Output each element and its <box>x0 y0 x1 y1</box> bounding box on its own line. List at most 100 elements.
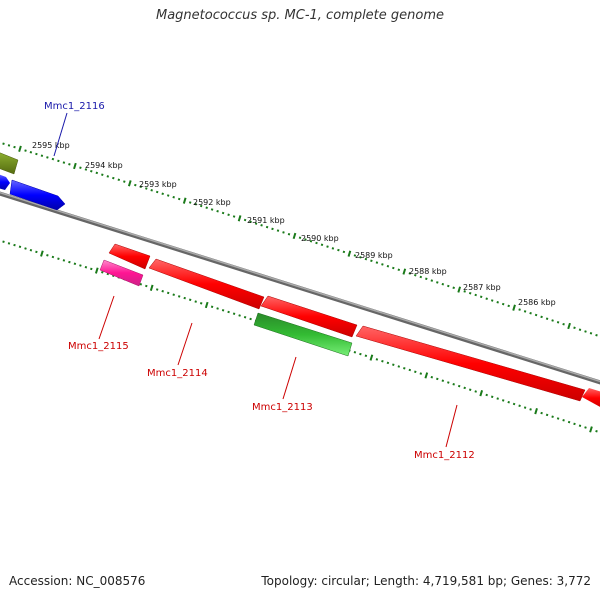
blue-gene-partial[interactable] <box>0 174 10 190</box>
ruler-major-tick <box>292 232 297 240</box>
ruler-minor-tick <box>463 386 466 390</box>
ruler-minor-tick <box>106 175 110 178</box>
ruler-minor-tick <box>419 275 423 279</box>
ruler-minor-tick <box>359 352 362 356</box>
ruler-minor-tick <box>177 295 181 298</box>
ruler-minor-tick <box>463 290 466 293</box>
ruler-minor-tick <box>254 222 258 225</box>
ruler-minor-tick <box>518 308 521 311</box>
ruler-minor-tick <box>375 358 379 361</box>
ruler-minor-tick <box>68 163 71 166</box>
ruler-minor-tick <box>13 243 16 247</box>
ruler-minor-tick <box>95 171 99 175</box>
ruler-minor-tick <box>507 304 510 308</box>
ruler-minor-tick <box>73 262 77 266</box>
ruler-minor-tick <box>166 194 170 197</box>
ruler-minor-tick <box>364 257 368 261</box>
ruler-major-tick <box>127 180 132 187</box>
gene-mmc1-2115-arrowhead[interactable] <box>108 243 151 270</box>
ruler-minor-tick <box>216 307 219 310</box>
ruler-minor-tick <box>79 264 82 267</box>
ruler-minor-tick <box>188 201 192 204</box>
ruler-major-tick <box>73 162 77 170</box>
ruler-minor-tick <box>249 220 252 224</box>
ruler-minor-tick <box>84 265 88 269</box>
ruler-minor-tick <box>282 231 285 234</box>
ruler-label-2592: 2592 kbp <box>193 198 231 207</box>
ruler-minor-tick <box>447 284 450 288</box>
ruler-minor-tick <box>523 406 527 409</box>
ruler-minor-tick <box>320 243 324 247</box>
ruler-minor-tick <box>507 400 510 404</box>
genome-backbone <box>0 191 600 385</box>
ruler-minor-tick <box>210 305 214 309</box>
gene-mmc1-2115[interactable] <box>99 259 144 287</box>
ruler-minor-tick <box>232 312 236 315</box>
ruler-minor-tick <box>188 298 192 302</box>
gene-label-mmc1-2116[interactable]: Mmc1_2116 <box>44 101 105 157</box>
ruler-minor-tick <box>468 388 472 391</box>
gene-mmc1-2113-green[interactable] <box>253 312 353 357</box>
ruler-minor-tick <box>386 361 390 365</box>
ruler-label-2589: 2589 kbp <box>355 251 393 260</box>
gene-mmc1-2113-red[interactable] <box>260 295 358 338</box>
ruler-minor-tick <box>46 156 49 159</box>
ruler-minor-tick <box>414 273 417 277</box>
olive-feature[interactable] <box>0 152 19 175</box>
ruler-major-tick <box>94 267 99 274</box>
ruler-minor-tick <box>595 429 598 433</box>
ruler-minor-tick <box>359 256 362 259</box>
ruler-minor-tick <box>392 363 395 366</box>
ruler-major-tick <box>512 304 516 311</box>
ruler-labels: 2595 kbp 2594 kbp 2593 kbp 2592 kbp 2591… <box>32 141 556 307</box>
ruler-minor-tick <box>430 375 434 379</box>
ruler-minor-tick <box>112 176 115 180</box>
ruler-minor-tick <box>551 319 554 322</box>
ruler-major-tick <box>204 301 209 309</box>
ruler-minor-tick <box>221 211 225 215</box>
ruler-minor-tick <box>523 310 527 313</box>
ruler-minor-tick <box>221 309 225 312</box>
ruler-minor-tick <box>265 225 269 229</box>
ruler-major-tick <box>402 268 407 275</box>
ruler-minor-tick <box>584 426 587 429</box>
gene-mmc1-2112[interactable] <box>355 325 586 402</box>
ruler-minor-tick <box>403 367 406 370</box>
ruler-label-2594: 2594 kbp <box>85 161 123 170</box>
gene-mmc1-2114[interactable] <box>148 258 265 310</box>
ruler-minor-tick <box>518 404 521 408</box>
gene-label-mmc1-2114[interactable]: Mmc1_2114 <box>147 322 208 379</box>
gene-label-mmc1-2113[interactable]: Mmc1_2113 <box>252 356 313 413</box>
ruler-minor-tick <box>441 379 445 382</box>
gene-label-mmc1-2112[interactable]: Mmc1_2112 <box>414 404 475 461</box>
outer-ruler <box>2 142 598 337</box>
ruler-minor-tick <box>2 240 5 243</box>
ruler-minor-tick <box>51 157 55 161</box>
ruler-minor-tick <box>392 266 395 270</box>
ruler-minor-tick <box>556 417 560 420</box>
ruler-minor-tick <box>353 351 357 354</box>
ruler-minor-tick <box>512 402 516 406</box>
ruler-major-tick <box>369 354 374 361</box>
accession-text: Accession: NC_008576 <box>9 574 146 588</box>
ruler-minor-tick <box>287 232 291 236</box>
ruler-minor-tick <box>24 247 27 250</box>
ruler-minor-tick <box>35 152 38 156</box>
ruler-minor-tick <box>199 302 203 305</box>
ruler-minor-tick <box>589 332 593 335</box>
ruler-minor-tick <box>496 397 499 400</box>
ruler-minor-tick <box>117 178 121 182</box>
ruler-minor-tick <box>101 173 104 176</box>
ruler-label-2590: 2590 kbp <box>301 234 339 243</box>
ruler-minor-tick <box>243 218 247 222</box>
gene-label-mmc1-2115[interactable]: Mmc1_2115 <box>68 295 129 352</box>
gene-label-text-2113: Mmc1_2113 <box>252 402 313 413</box>
ruler-minor-tick <box>501 302 505 306</box>
ruler-minor-tick <box>331 247 335 250</box>
gene-mmc1-2116[interactable] <box>9 179 66 211</box>
ruler-minor-tick <box>260 224 263 227</box>
ruler-minor-tick <box>441 282 445 286</box>
ruler-major-tick <box>567 322 571 330</box>
red-gene-partial[interactable] <box>582 388 600 408</box>
